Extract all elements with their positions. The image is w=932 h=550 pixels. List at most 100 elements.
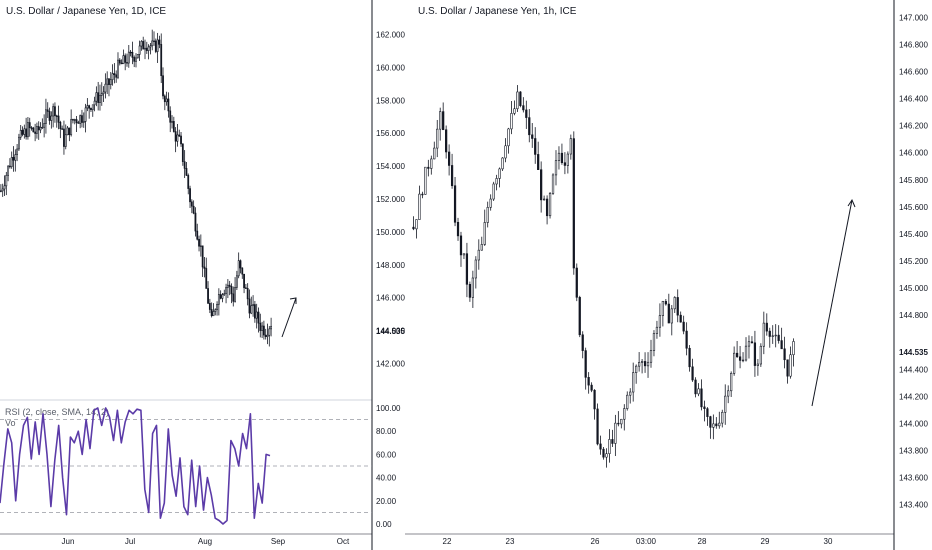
rsi-axis-label: 100.00 [376,404,401,413]
price-axis-label: 146.800 [899,40,928,49]
price-axis-label: 148.000 [376,261,405,270]
candle-body [10,156,13,168]
left-last-price: 144.535 [376,327,405,336]
candle-body [528,117,531,136]
candle-body [126,62,128,64]
candle-body [3,185,6,190]
candle-body [136,54,139,59]
candle-body [465,253,469,285]
price-axis-label: 146.000 [376,294,405,303]
candle-body [187,175,190,189]
candle-body [471,277,474,298]
candle-body [68,127,71,136]
candle-body [118,59,121,64]
candle-body [266,334,269,338]
candle-body [111,73,114,81]
candle-body [733,352,736,374]
candle-body [212,311,215,317]
candle-body [792,341,795,356]
rsi-axis-label: 20.00 [376,497,397,506]
candle-body [36,126,38,134]
candle-body [248,298,251,314]
candle-body [569,138,572,155]
candle-body [658,315,662,328]
candle-body [185,168,188,176]
candle-body [599,443,602,450]
candle-body [783,348,786,361]
candle-body [122,55,125,64]
candle-body [162,75,164,97]
candle-body [217,294,220,305]
time-axis-label: 03:00 [636,537,657,546]
price-axis-label: 144.800 [899,311,928,320]
candle-body [18,136,20,150]
candle-body [153,40,155,43]
candle-body [99,95,101,103]
candle-body [117,59,119,78]
projection-arrow [281,297,297,338]
candle-body [611,439,614,444]
candle-body [9,165,11,168]
candle-body [489,198,492,208]
candle-body [194,212,197,232]
candle-body [138,45,141,55]
price-axis-label: 145.800 [899,176,928,185]
candle-body [715,423,718,427]
price-axis-label: 156.000 [376,129,405,138]
price-axis-label: 162.000 [376,30,405,39]
candle-body [700,388,703,408]
candle-body [486,207,489,223]
candle-body [135,57,137,62]
candle-body [178,134,181,137]
candle-body [205,268,208,289]
candle-body [620,418,623,425]
candle-body [483,222,486,245]
candle-body [738,356,742,361]
candle-body [201,245,204,268]
candle-body [28,122,31,129]
candle-body [415,219,418,230]
candle-body [140,41,143,47]
candle-body [43,123,46,128]
candle-body [21,129,24,135]
candle-body [735,352,739,358]
candle-body [762,322,765,347]
candle-body [214,309,217,312]
price-axis-label: 144.000 [376,327,405,336]
candle-body [163,95,166,103]
candle-body [230,286,233,295]
candle-body [73,119,76,121]
candle-body [142,41,145,50]
candle-body [590,384,593,391]
candle-body [199,245,202,247]
candle-body [203,266,206,269]
price-axis-label: 145.200 [899,257,928,266]
candle-body [456,221,460,237]
candle-body [34,131,37,134]
candle-body [174,131,177,142]
candle-body [167,98,170,112]
candle-body [147,46,150,51]
candle-body [124,55,127,63]
candle-body [477,249,480,261]
candle-body [16,148,19,155]
candle-body [670,308,673,324]
candle-body [747,341,751,347]
projection-arrowhead [847,198,856,208]
rsi-line [0,407,271,525]
candle-body [412,226,415,230]
candle-body [617,422,620,425]
candle-body [688,347,691,368]
candle-body [95,92,98,102]
daily-chart-panel: U.S. Dollar / Japanese Yen, 1D, ICE RSI … [0,0,405,550]
candle-body [537,154,540,170]
candle-body [492,183,495,200]
time-axis-label: 23 [506,537,515,546]
candle-body [575,267,578,298]
time-axis-label: Jul [125,537,135,546]
candle-body [57,115,60,123]
candle-body [90,107,92,111]
candle-body [5,175,8,187]
right-chart-title: U.S. Dollar / Japanese Yen, 1h, ICE [418,6,577,17]
